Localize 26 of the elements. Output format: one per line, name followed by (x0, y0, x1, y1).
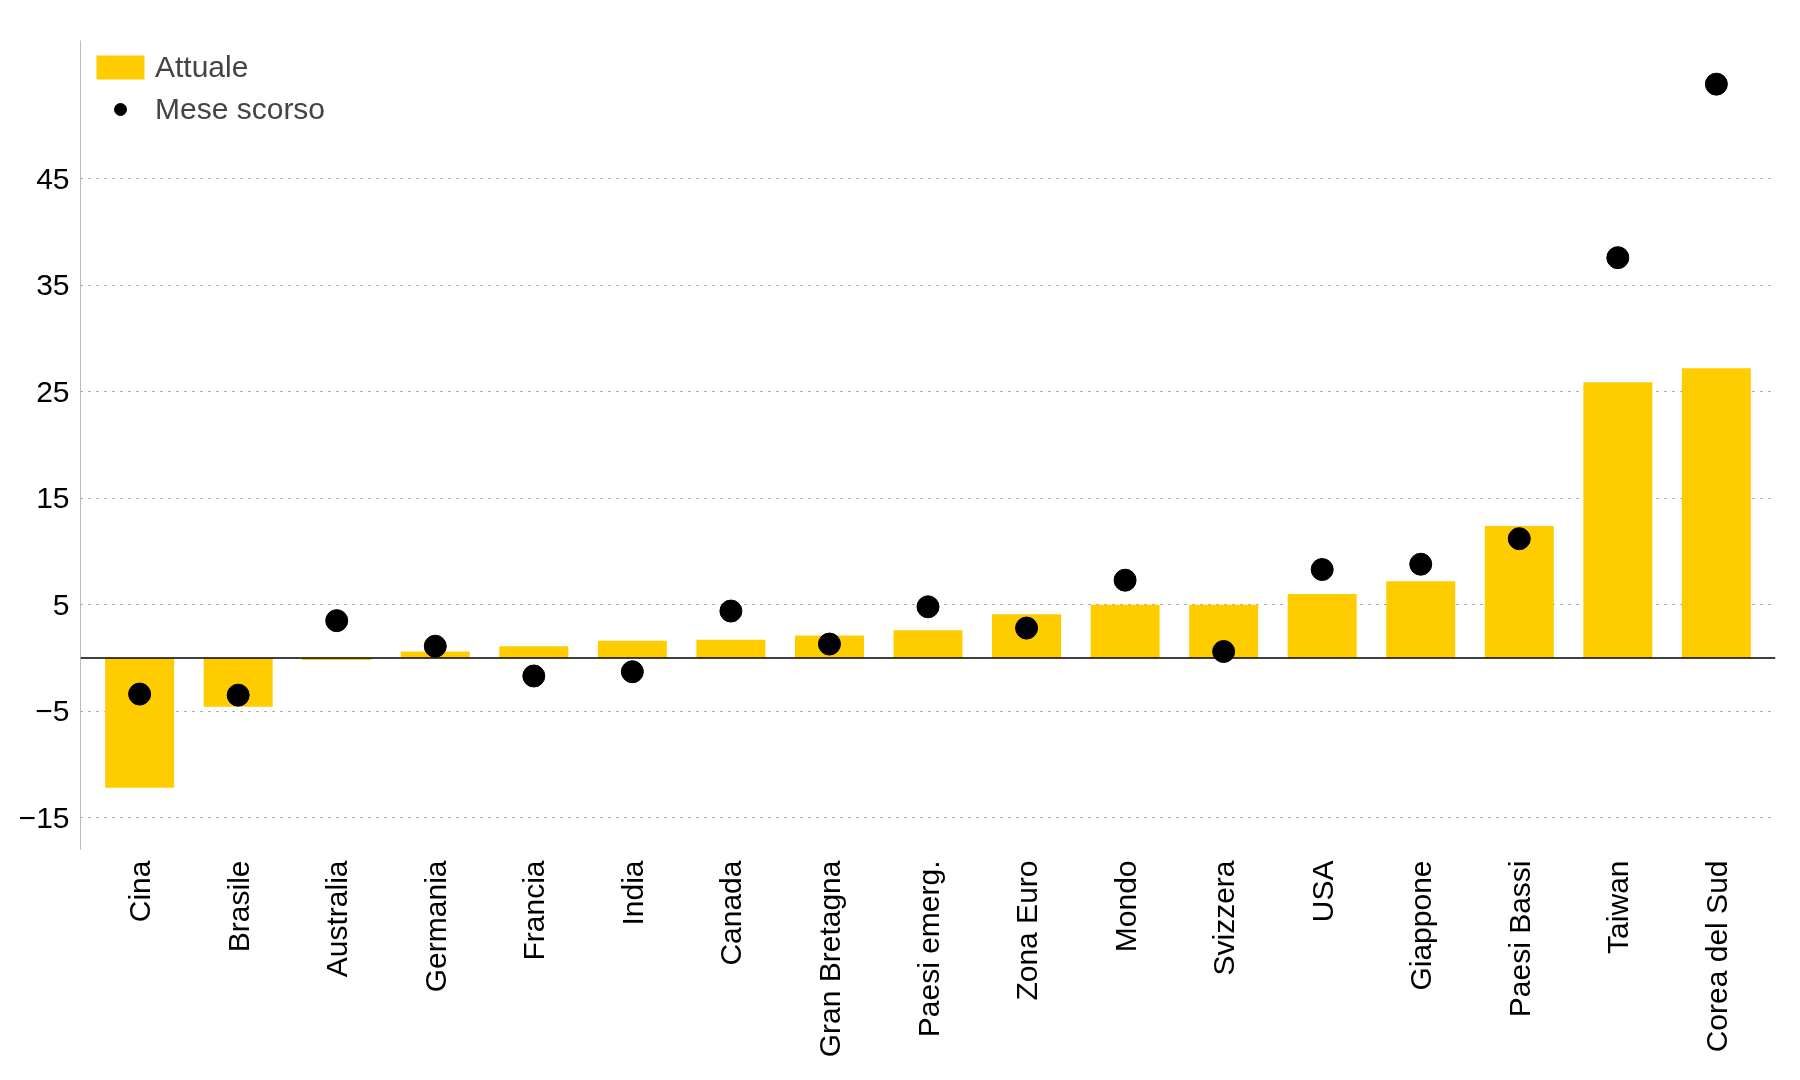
x-tick-label: USA (1305, 860, 1339, 923)
y-tick-label: 35 (36, 268, 70, 302)
x-tick-label: Paesi Bassi (1502, 860, 1536, 1018)
x-tick-label: Germania (418, 860, 452, 993)
x-tick-label: Francia (517, 860, 551, 961)
y-tick-label: 25 (36, 374, 70, 408)
legend-label: Attuale (155, 50, 249, 84)
y-tick-label: −5 (35, 694, 70, 728)
y-tick-label: 15 (36, 481, 70, 515)
x-tick-label: Mondo (1108, 860, 1142, 953)
legend-label: Mese scorso (155, 92, 326, 126)
x-tick-label: Svizzera (1207, 860, 1241, 976)
x-tick-label: Zona Euro (1010, 860, 1044, 1001)
x-tick-label: Giappone (1404, 860, 1438, 991)
x-tick-label: Paesi emerg. (911, 860, 945, 1038)
y-tick-label: 5 (52, 587, 70, 621)
y-tick-label: 45 (36, 161, 70, 195)
x-tick-label: India (615, 860, 649, 926)
x-tick-label: Taiwan (1601, 860, 1635, 954)
x-tick-label: Corea del Sud (1699, 860, 1733, 1053)
x-tick-label: Canada (714, 860, 748, 966)
x-tick-label: Brasile (221, 860, 255, 953)
x-tick-label: Gran Bretagna (812, 860, 846, 1058)
x-tick-label: Australia (320, 860, 354, 978)
x-tick-label: Cina (123, 860, 157, 923)
y-tick-label: −15 (18, 800, 70, 834)
